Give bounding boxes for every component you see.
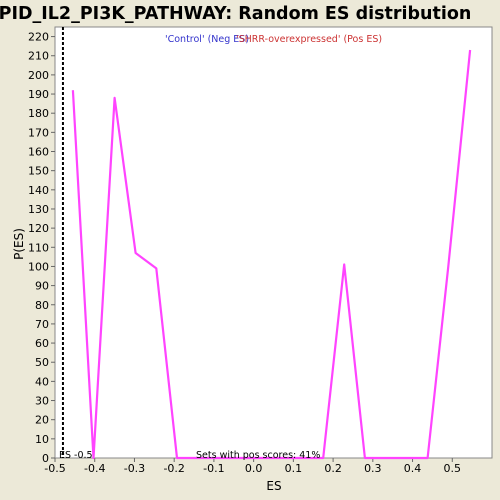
legend-pos: 'SHRR-overexpressed' (Pos ES) (236, 34, 382, 45)
y-tick-label: 210 (28, 50, 49, 63)
y-tick-label: 200 (28, 69, 49, 82)
plot-area (54, 26, 493, 459)
y-tick-label: 160 (28, 146, 49, 159)
x-tick-label: 0.1 (285, 462, 303, 475)
y-tick-label: 130 (28, 203, 49, 216)
y-tick-label: 50 (35, 356, 49, 369)
y-tick-label: 140 (28, 184, 49, 197)
y-tick-label: 80 (35, 299, 49, 312)
x-tick-label: -0.4 (84, 462, 105, 475)
x-tick-label: 0.0 (245, 462, 263, 475)
es-marker-label: ES -0.5 (59, 450, 93, 461)
legend-neg: 'Control' (Neg ES) (165, 34, 249, 45)
y-tick-label: 100 (28, 260, 49, 273)
y-tick-label: 190 (28, 88, 49, 101)
y-tick-label: 70 (35, 318, 49, 331)
y-tick-label: 30 (35, 395, 49, 408)
x-axis: -0.5 -0.4 -0.3 -0.2 -0.1 0.0 0.1 0.2 0.3 0.4 0.5 (44, 458, 461, 475)
y-tick-label: 0 (42, 452, 49, 465)
pos-scores-label: Sets with pos scores: 41% (196, 450, 320, 461)
x-tick-label: -0.5 (44, 462, 65, 475)
y-tick-label: 120 (28, 222, 49, 235)
y-axis-title: P(ES) (12, 228, 26, 260)
x-axis-title: ES (266, 479, 281, 493)
y-tick-label: 20 (35, 414, 49, 427)
y-tick-label: 10 (35, 433, 49, 446)
y-tick-label: 40 (35, 375, 49, 388)
y-tick-label: 220 (28, 31, 49, 44)
x-tick-label: 0.2 (324, 462, 342, 475)
y-tick-label: 150 (28, 165, 49, 178)
y-tick-label: 110 (28, 241, 49, 254)
y-tick-label: 90 (35, 280, 49, 293)
x-tick-label: 0.4 (404, 462, 422, 475)
y-tick-label: 170 (28, 126, 49, 139)
y-axis: 0 10 20 30 40 50 60 70 80 90 100 110 120 130 140 150 160… (28, 31, 55, 465)
x-tick-label: 0.3 (364, 462, 382, 475)
x-tick-label: -0.1 (203, 462, 224, 475)
x-tick-label: 0.5 (444, 462, 462, 475)
y-tick-label: 60 (35, 337, 49, 350)
x-tick-label: -0.3 (124, 462, 145, 475)
x-tick-label: -0.2 (163, 462, 184, 475)
series-line (71, 49, 472, 460)
y-tick-label: 180 (28, 107, 49, 120)
chart-title: PID_IL2_PI3K_PATHWAY: Random ES distribu… (0, 4, 471, 24)
